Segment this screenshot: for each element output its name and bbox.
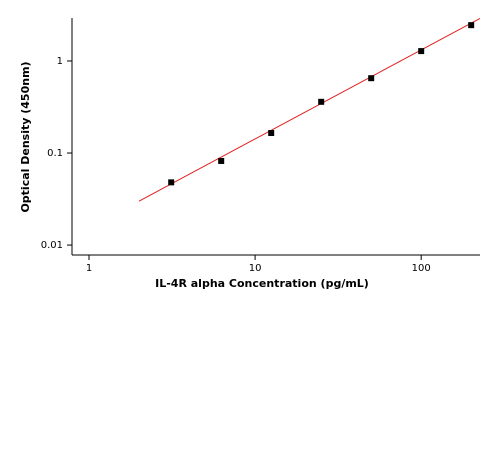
- x-axis-label: IL-4R alpha Concentration (pg/mL): [155, 277, 369, 290]
- x-tick-label: 10: [249, 263, 262, 274]
- point: [468, 22, 475, 29]
- point: [318, 98, 325, 105]
- x-tick-label: 100: [412, 263, 431, 274]
- fit-line: [138, 17, 481, 202]
- point: [368, 75, 375, 82]
- point: [268, 130, 275, 137]
- y-tick-label: 0.1: [47, 148, 63, 159]
- point: [418, 48, 425, 55]
- point: [168, 179, 175, 186]
- y-tick-label: 0.01: [41, 240, 63, 251]
- y-axis-label: Optical Density (450nm): [19, 61, 32, 212]
- x-tick-label: 1: [86, 263, 92, 274]
- point: [218, 157, 225, 164]
- y-tick-label: 1: [57, 56, 63, 67]
